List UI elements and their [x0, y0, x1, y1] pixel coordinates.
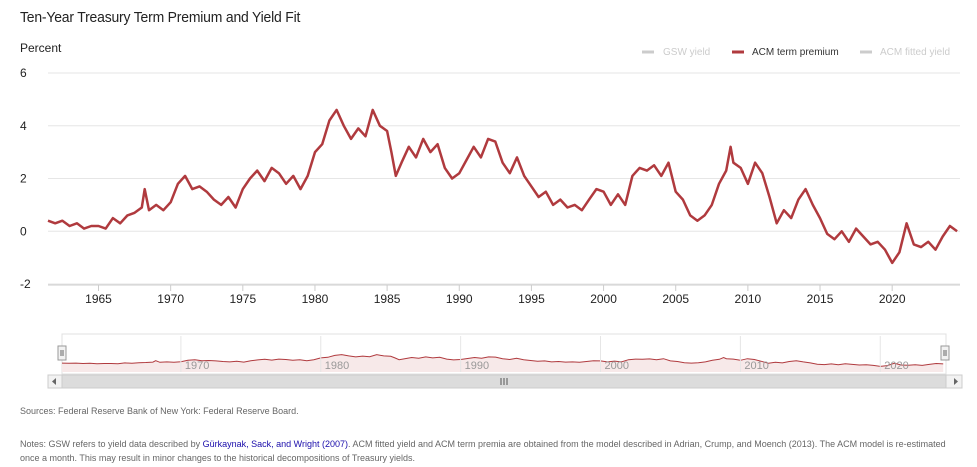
y-tick-label: 4 [20, 119, 27, 133]
legend-item-acm-term-premium[interactable]: ACM term premium [732, 47, 839, 58]
chart-svg: -2 0 2 4 6 1965 1970 1975 1980 1985 1990 1995 2000 2… [20, 47, 963, 389]
y-axis-label: Percent [20, 41, 62, 55]
notes-text: Notes: GSW refers to yield data describe… [20, 437, 960, 465]
navigator-tick-label: 2020 [884, 360, 908, 372]
navigator-right-handle[interactable] [940, 345, 950, 361]
series-layer [47, 108, 958, 265]
x-tick-label: 1985 [374, 292, 401, 306]
x-tick-label: 1980 [302, 292, 329, 306]
x-tick-label: 1990 [446, 292, 473, 306]
x-tick-label: 2005 [662, 292, 689, 306]
scrollbar[interactable] [47, 374, 963, 389]
notes-post: . ACM fitted yield and ACM term premia a… [20, 439, 946, 463]
navigator-ticks: 1970 1980 1990 2000 2010 2020 [180, 336, 909, 372]
legend-label-acm-fitted: ACM fitted yield [880, 47, 950, 58]
navigator-series-line [61, 354, 944, 367]
x-tick-label: 2020 [879, 292, 906, 306]
navigator[interactable]: 1970 1980 1990 2000 2010 2020 [57, 333, 950, 375]
x-tick-label: 1965 [85, 292, 112, 306]
legend-label-acm-term-premium: ACM term premium [752, 47, 839, 58]
x-tick-label: 1975 [229, 292, 256, 306]
legend-item-gsw-yield[interactable]: GSW yield [642, 47, 710, 58]
gsw-citation-link[interactable]: Gürkaynak, Sack, and Wright (2007) [202, 439, 348, 449]
gridlines [48, 72, 960, 286]
navigator-tick-label: 2010 [744, 360, 768, 372]
chart-title: Ten-Year Treasury Term Premium and Yield… [20, 9, 301, 26]
navigator-left-handle[interactable] [57, 345, 67, 361]
legend-item-acm-fitted-yield[interactable]: ACM fitted yield [860, 47, 950, 58]
y-tick-label: 6 [20, 66, 27, 80]
navigator-tick-label: 1980 [325, 360, 349, 372]
navigator-tick-label: 1970 [185, 360, 209, 372]
legend-label-gsw: GSW yield [663, 47, 710, 58]
x-tick-label: 1995 [518, 292, 545, 306]
navigator-tick-label: 2000 [605, 360, 629, 372]
x-tick-label: 1970 [157, 292, 184, 306]
scrollbar-left-arrow-icon[interactable] [52, 378, 56, 385]
legend: GSW yield ACM term premium ACM fitted yi… [642, 47, 950, 58]
y-tick-label: -2 [20, 277, 31, 291]
y-tick-label: 0 [20, 224, 27, 238]
y-ticks: -2 0 2 4 6 [20, 66, 31, 291]
scrollbar-right-arrow-icon[interactable] [954, 378, 958, 385]
x-ticks: 1965 1970 1975 1980 1985 1990 1995 2000 2005 2010… [85, 285, 906, 306]
navigator-tick-label: 1990 [465, 360, 489, 372]
x-tick-label: 2015 [807, 292, 834, 306]
navigator-series-area [62, 354, 944, 372]
sources-text: Sources: Federal Reserve Bank of New Yor… [20, 406, 299, 416]
x-tick-label: 2000 [590, 292, 617, 306]
notes-pre: Notes: GSW refers to yield data describe… [20, 439, 203, 449]
y-tick-label: 2 [20, 172, 27, 186]
x-tick-label: 2010 [735, 292, 762, 306]
series-line-acm-term-premium [47, 108, 958, 265]
